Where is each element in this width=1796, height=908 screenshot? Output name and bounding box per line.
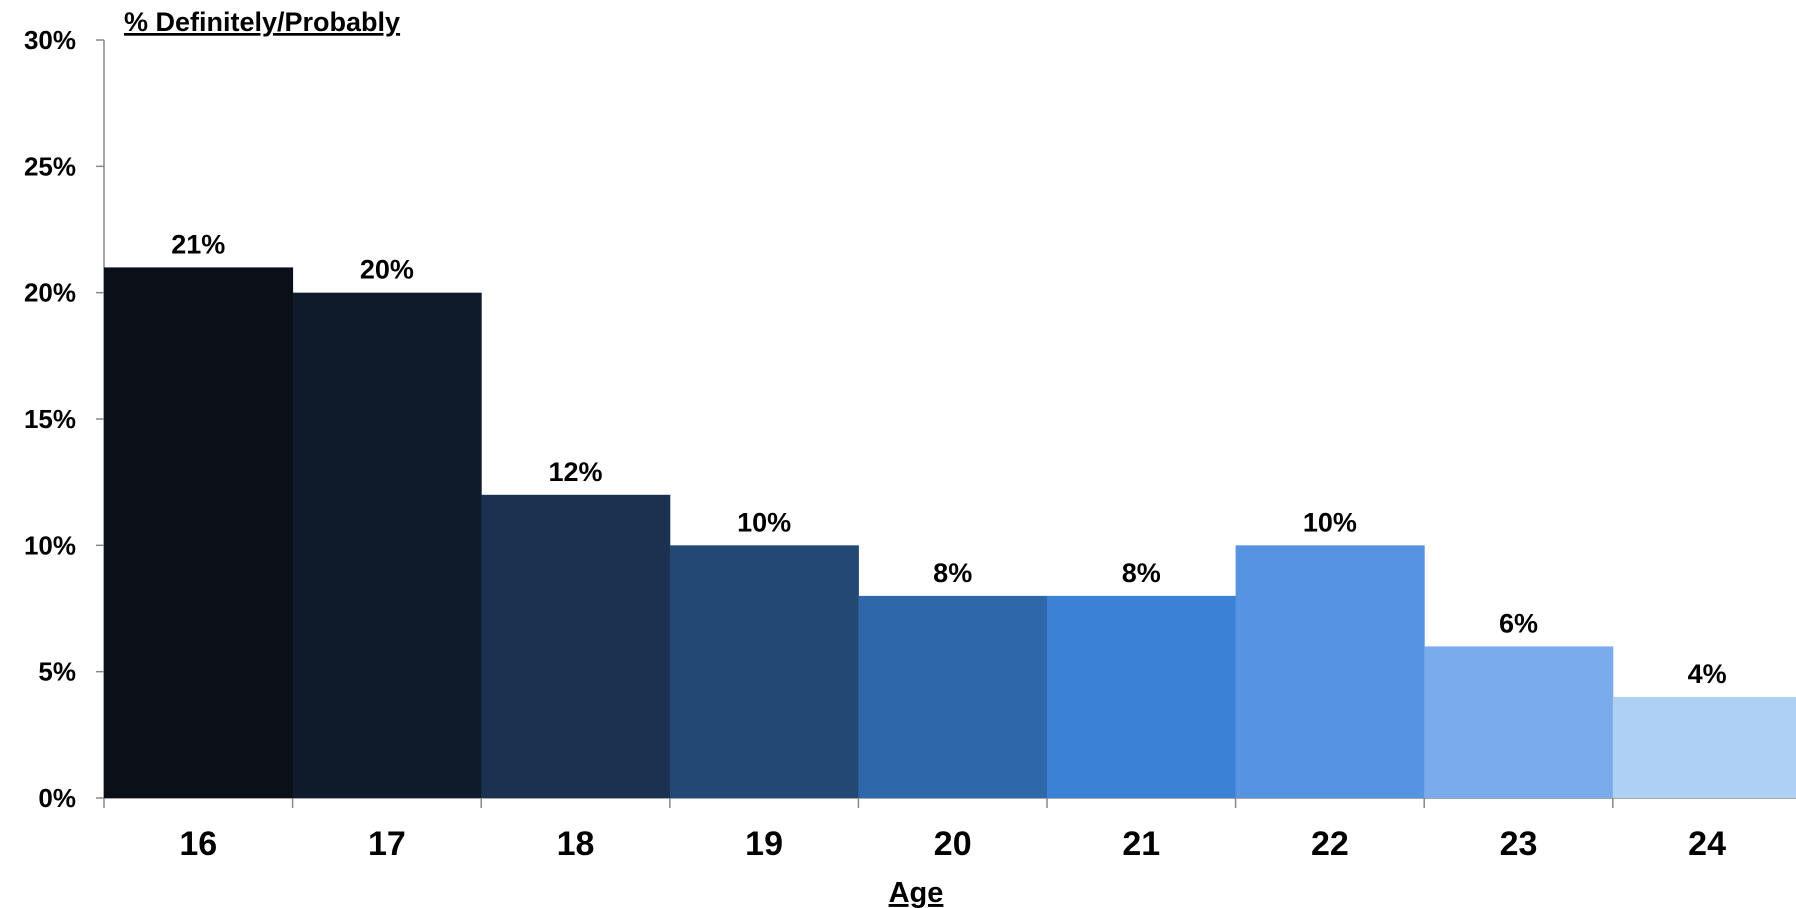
x-tick-label: 20 [934, 825, 972, 863]
x-tick-label: 18 [557, 825, 595, 863]
bar-22 [1235, 545, 1425, 798]
y-tick-label: 25% [24, 151, 76, 181]
data-labels: 21% 20% 12% 10% 8% 8% 10% 6% 4% [171, 229, 1726, 689]
x-tick-label: 21 [1122, 825, 1160, 863]
y-tick-label: 15% [24, 404, 76, 434]
data-label: 21% [171, 229, 225, 259]
y-tick-label: 0% [38, 783, 76, 813]
data-label: 8% [1122, 558, 1161, 588]
bar-16 [104, 267, 294, 798]
bar-19 [669, 545, 859, 798]
data-label: 12% [548, 457, 602, 487]
y-tick-label: 10% [24, 530, 76, 560]
data-label: 6% [1499, 608, 1538, 638]
data-label: 4% [1688, 659, 1727, 689]
x-tick-label: 19 [745, 825, 783, 863]
bar-18 [481, 494, 671, 798]
bar-17 [292, 292, 482, 798]
y-tick-label: 5% [38, 657, 76, 687]
bar-21 [1047, 595, 1237, 798]
bar-20 [858, 595, 1048, 798]
bar-23 [1424, 646, 1614, 798]
y-tick-label: 20% [24, 278, 76, 308]
x-tick-label: 23 [1500, 825, 1538, 863]
x-tick-label: 24 [1688, 825, 1726, 863]
data-label: 8% [933, 558, 972, 588]
x-axis-label: Age [889, 877, 944, 908]
chart-title: % Definitely/Probably [124, 7, 400, 37]
data-label: 20% [360, 255, 414, 285]
bar-24 [1612, 696, 1796, 798]
y-axis: 0% 5% 10% 15% 20% 25% 30% [24, 25, 105, 813]
x-tick-label: 16 [179, 825, 217, 863]
data-label: 10% [737, 507, 791, 537]
data-label: 10% [1303, 507, 1357, 537]
bars [104, 267, 1796, 798]
x-tick-label: 17 [368, 825, 406, 863]
x-tick-label: 22 [1311, 825, 1349, 863]
y-tick-label: 30% [24, 25, 76, 55]
x-axis: 16 17 18 19 20 21 22 23 24 [103, 797, 1796, 863]
